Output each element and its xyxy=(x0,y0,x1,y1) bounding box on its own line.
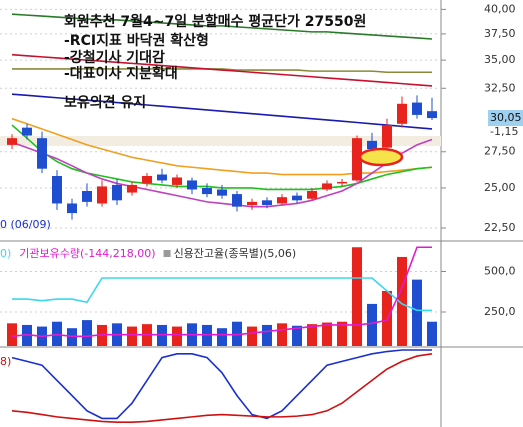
bar xyxy=(127,326,137,346)
candle-body xyxy=(52,175,62,204)
bar xyxy=(307,324,317,346)
legend-label: 신용잔고율(종목별)(5,06) xyxy=(174,247,297,260)
candle-body xyxy=(322,183,332,190)
bar xyxy=(157,324,167,346)
bar xyxy=(97,324,107,346)
y-tick-label: 40,00 xyxy=(484,2,516,15)
candle-body xyxy=(202,187,212,195)
panel-label: 8) xyxy=(0,355,11,368)
bar xyxy=(352,247,362,346)
annotation-line: 회원추천 7월4~7일 분할매수 평균단가 27550원 xyxy=(64,13,366,30)
legend-label: 기관보유수량(-144,218,00) xyxy=(19,247,155,260)
bar xyxy=(7,323,17,346)
candle-body xyxy=(112,184,122,201)
change-label: -1,15 xyxy=(490,125,518,138)
candle-body xyxy=(277,197,287,204)
candle-body xyxy=(97,186,107,204)
candle-body xyxy=(7,138,17,145)
bar xyxy=(52,321,62,346)
annotation-line: 보유의견 유지 xyxy=(64,94,146,111)
series-line xyxy=(12,68,432,74)
bar xyxy=(292,325,302,346)
legend-marker xyxy=(163,250,171,257)
bar xyxy=(397,256,407,346)
annotation-line: -RCI지표 바닥권 확산형 xyxy=(64,32,209,49)
bar xyxy=(412,279,422,346)
candle-body xyxy=(217,189,227,196)
candle-body xyxy=(337,181,347,184)
candle-body xyxy=(412,102,422,115)
bar xyxy=(22,324,32,346)
candle-body xyxy=(367,140,377,149)
candle-body xyxy=(187,180,197,190)
annotation-line: -강철기사 기대감 xyxy=(64,49,165,66)
bar xyxy=(172,326,182,346)
candle-body xyxy=(247,201,257,206)
annotation-line: -대표이사 지분확대 xyxy=(64,65,178,82)
min-label: 0 (06/09) xyxy=(0,218,51,231)
bar xyxy=(322,322,332,346)
bar xyxy=(82,320,92,346)
bar xyxy=(337,321,347,346)
series-line xyxy=(12,277,432,312)
series-line xyxy=(11,353,433,423)
bar xyxy=(247,326,257,346)
candle-body xyxy=(22,127,32,136)
price-tag-box xyxy=(488,110,523,127)
y-tick-label: 35,00 xyxy=(484,53,516,66)
candle-body xyxy=(82,191,92,202)
bar xyxy=(232,321,242,346)
candle-body xyxy=(67,203,77,214)
series-line xyxy=(11,93,433,130)
bar xyxy=(277,323,287,346)
y-tick-label: 32,50 xyxy=(484,81,516,94)
highlight-ellipse xyxy=(358,147,404,167)
candle-body xyxy=(127,184,137,193)
bar xyxy=(217,328,227,346)
candle-body xyxy=(382,125,392,148)
bar xyxy=(262,324,272,346)
candle-body xyxy=(232,194,242,207)
bar xyxy=(67,328,77,346)
candle-body xyxy=(352,138,362,181)
bar xyxy=(367,303,377,346)
candle-body xyxy=(142,175,152,184)
y-tick-label: 37,50 xyxy=(484,27,516,40)
y-tick-label: 500,0 xyxy=(484,265,516,278)
candle-body xyxy=(37,138,47,169)
candle-body xyxy=(157,174,167,181)
y-tick-label: 250,0 xyxy=(484,305,516,318)
candle-body xyxy=(397,103,407,124)
y-tick-label: 27,50 xyxy=(484,145,516,158)
series-line xyxy=(11,53,433,87)
series-line xyxy=(11,246,432,338)
candle-body xyxy=(172,177,182,185)
candle-body xyxy=(427,111,437,119)
candle-body xyxy=(262,200,272,206)
series-line xyxy=(11,349,432,420)
price-tag-label: 30,05 xyxy=(490,111,522,124)
y-tick-label: 22,50 xyxy=(484,221,516,234)
price-band xyxy=(0,136,441,146)
bar xyxy=(427,321,437,346)
series-line xyxy=(11,13,433,40)
bar xyxy=(202,324,212,346)
legend-label: 0) xyxy=(0,247,11,260)
candle-body xyxy=(292,195,302,201)
y-tick-label: 25,00 xyxy=(484,181,516,194)
candle-body xyxy=(307,191,317,199)
